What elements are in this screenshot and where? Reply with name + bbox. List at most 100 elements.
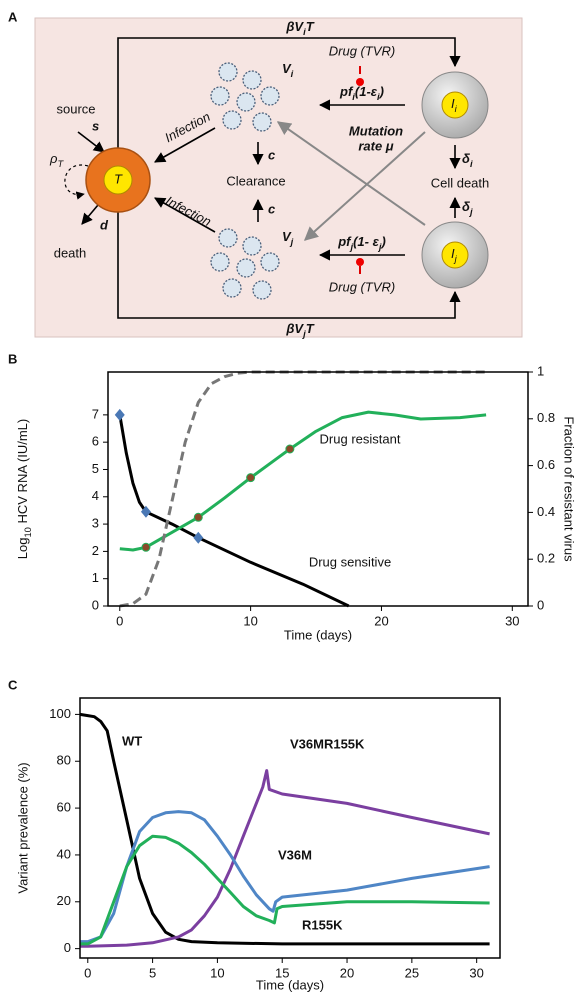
proliferation-label: ρT [49,151,64,169]
series-label: WT [122,733,142,748]
virus-label-part: i [291,69,294,79]
panel-label: C [8,677,18,692]
series-label: V36MR155K [290,736,365,751]
y-tick-label: 20 [57,893,71,908]
x-tick-label: 30 [505,613,519,628]
y2-tick-label: 0.8 [537,410,555,425]
panel-label: A [8,9,18,24]
drug-label: Drug (TVR) [329,279,395,294]
x-tick-label: 25 [405,965,419,980]
y-axis-label-part: 10 [23,527,33,537]
mutation-label: Mutation [349,123,403,138]
death-rate-label: δi [462,151,473,169]
y-tick-label: 40 [57,846,71,861]
cell-label-part: I [451,96,455,111]
production-label-part: j [349,242,353,252]
x-tick-label: 20 [340,965,354,980]
death-rate-label-part: i [470,159,473,169]
clearance-label: Clearance [226,173,285,188]
virus-label: Vi [282,61,294,79]
data-line [118,414,350,608]
production-label-part: j [378,242,382,252]
rate-label-part: i [303,27,306,37]
source-label: source [56,101,95,116]
cell-death-label: Cell death [431,175,490,190]
y-tick-label: 4 [92,488,99,503]
data-line [79,712,490,946]
clearance-rate-label: c [268,201,276,216]
data-point [193,531,204,544]
panel-label: B [8,351,17,366]
plot-frame [107,371,529,607]
x-tick-label: 10 [243,613,257,628]
y2-axis-label: Fraction of resistant virus [562,416,577,562]
y-tick-label: 60 [57,800,71,815]
production-label-part: i [377,92,380,102]
virus-label-part: V [282,61,292,76]
data-point [246,473,256,483]
virions [210,62,280,300]
y-tick-label: 0 [92,597,99,612]
drug-label: Drug (TVR) [329,43,395,58]
y2-tick-label: 0.6 [537,457,555,472]
data-line [80,810,490,944]
rate-label: βViT [285,19,314,37]
y2-tick-label: 0.2 [537,551,555,566]
production-label-part: pf [337,234,352,249]
target-label: T [114,171,123,186]
y2-tick-label: 0 [537,597,544,612]
data-point [140,505,151,518]
y2-tick-label: 0.4 [537,504,555,519]
death-rate-label: d [100,217,109,232]
y2-tick-label: 1 [537,363,544,378]
y-tick-label: 2 [92,543,99,558]
proliferation-label-part: T [57,159,64,169]
rate-label-part: βV [285,19,304,34]
death-rate-label-part: δ [462,151,470,166]
x-axis-label: Time (days) [284,627,352,642]
y-tick-label: 6 [92,434,99,449]
x-tick-label: 5 [149,965,156,980]
cell-label-part: j [453,254,458,264]
x-tick-label: 0 [116,613,123,628]
y-tick-label: 80 [57,753,71,768]
cell-label-part: i [455,104,458,114]
y-tick-label: 100 [49,706,71,721]
cell-label: Ii [451,96,458,114]
cell-label: Ij [451,246,458,264]
y-axis-label-part: HCV RNA (IU/mL) [15,419,30,527]
virus-label-part: j [290,237,294,247]
x-tick-label: 20 [374,613,388,628]
diagram-arrows [64,37,461,319]
death-rate-label: δj [462,199,473,217]
data-point [114,408,125,421]
production-label-part: ) [378,84,384,99]
data-line [80,834,490,946]
series-label: Drug resistant [320,431,401,446]
production-label: pfi(1-εi) [339,84,384,102]
y-tick-label: 1 [92,570,99,585]
plot-frame [79,697,501,959]
cells [85,71,489,289]
y-tick-label: 3 [92,516,99,531]
y-axis-label-part: Log [15,538,30,560]
clearance-rate-label: c [268,147,276,162]
data-point [193,512,203,522]
production-label: pfj(1- εj) [337,234,386,252]
y-tick-label: 5 [92,461,99,476]
rate-label-part: T [306,19,315,34]
death-label: death [54,245,87,260]
x-tick-label: 0 [84,965,91,980]
x-tick-label: 30 [469,965,483,980]
x-tick-label: 15 [275,965,289,980]
series-label: Drug sensitive [309,554,391,569]
data-point [141,542,151,552]
cell-label-part: I [451,246,455,261]
y-tick-label: 0 [64,940,71,955]
production-label-part: pf [339,84,354,99]
production-label-part: i [352,92,355,102]
proliferation-label-part: ρ [49,151,58,166]
rate-label-part: βV [285,321,304,336]
rate-label: βVjT [285,321,314,339]
